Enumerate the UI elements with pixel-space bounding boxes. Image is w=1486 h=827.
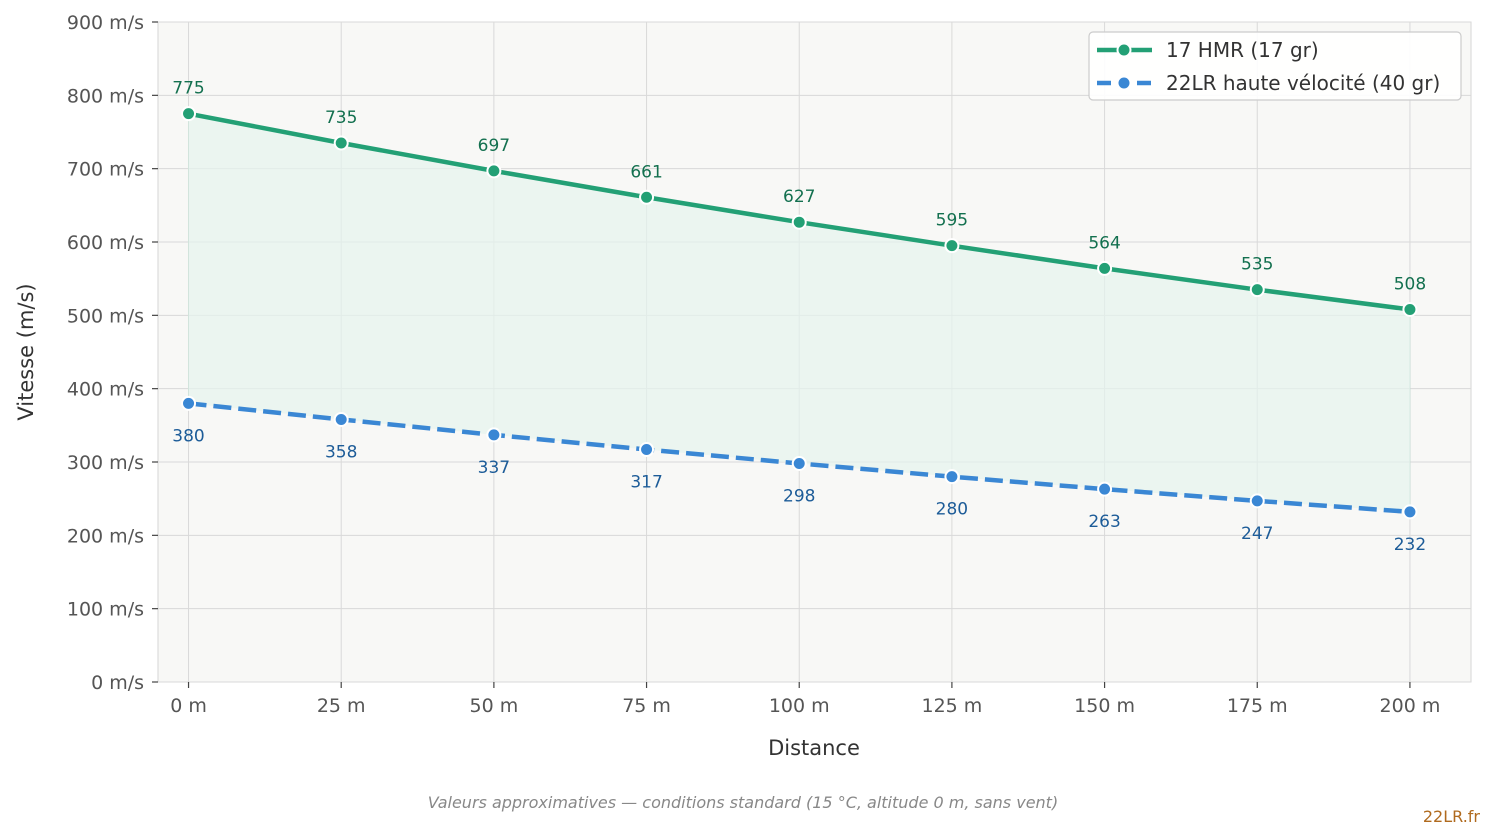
y-tick-label: 900 m/s bbox=[67, 12, 144, 34]
data-point bbox=[333, 135, 349, 151]
data-point bbox=[944, 469, 960, 485]
y-tick-label: 100 m/s bbox=[67, 599, 144, 621]
axes: 0 m/s 100 m/s 200 m/s 300 m/s 400 m/s 500 m/s… bbox=[67, 12, 1440, 717]
data-label: 337 bbox=[478, 458, 510, 478]
y-tick-label: 600 m/s bbox=[67, 232, 144, 254]
data-point bbox=[486, 427, 502, 443]
x-tick-label: 175 m bbox=[1227, 695, 1288, 717]
legend-marker bbox=[1116, 75, 1132, 91]
y-tick-label: 500 m/s bbox=[67, 305, 144, 327]
y-tick-label: 300 m/s bbox=[67, 452, 144, 474]
data-point bbox=[1249, 282, 1265, 298]
data-label: 735 bbox=[325, 108, 357, 128]
data-label: 535 bbox=[1241, 255, 1273, 275]
data-label: 358 bbox=[325, 442, 357, 462]
x-tick-label: 75 m bbox=[622, 695, 671, 717]
x-tick-label: 100 m bbox=[769, 695, 830, 717]
y-tick-label: 800 m/s bbox=[67, 85, 144, 107]
x-tick-label: 125 m bbox=[921, 695, 982, 717]
y-tick-label: 700 m/s bbox=[67, 159, 144, 181]
x-axis-title: Distance bbox=[768, 736, 860, 760]
data-label: 317 bbox=[630, 473, 662, 493]
y-axis-title: Vitesse (m/s) bbox=[14, 283, 38, 420]
data-point bbox=[1249, 493, 1265, 509]
data-label: 247 bbox=[1241, 524, 1273, 544]
data-label: 298 bbox=[783, 486, 815, 506]
data-point bbox=[639, 189, 655, 205]
y-tick-label: 200 m/s bbox=[67, 525, 144, 547]
data-label: 661 bbox=[630, 162, 662, 182]
legend-box bbox=[1088, 31, 1462, 101]
data-label: 775 bbox=[172, 79, 204, 99]
data-point bbox=[1402, 301, 1418, 317]
legend-label: 22LR haute vélocité (40 gr) bbox=[1166, 71, 1440, 95]
brand-watermark: 22LR.fr bbox=[1423, 807, 1481, 826]
footnote: Valeurs approximatives — conditions stan… bbox=[428, 793, 1058, 812]
data-point bbox=[333, 411, 349, 427]
legend-label: 17 HMR (17 gr) bbox=[1166, 38, 1319, 62]
data-point bbox=[1402, 504, 1418, 520]
data-label: 380 bbox=[172, 426, 204, 446]
data-label: 263 bbox=[1088, 512, 1120, 532]
data-point bbox=[944, 238, 960, 254]
data-point bbox=[181, 395, 197, 411]
x-tick-label: 0 m bbox=[170, 695, 207, 717]
x-tick-label: 50 m bbox=[470, 695, 519, 717]
data-point bbox=[181, 106, 197, 122]
legend-marker bbox=[1116, 42, 1132, 58]
data-labels: 775 735 697 661 627 595 564 535 508 380 358 337 317 2… bbox=[172, 79, 1426, 555]
data-label: 508 bbox=[1394, 274, 1426, 294]
x-tick-label: 200 m bbox=[1380, 695, 1441, 717]
legend: 17 HMR (17 gr) 22LR haute vélocité (40 gr… bbox=[1088, 31, 1462, 101]
data-point bbox=[791, 455, 807, 471]
data-label: 280 bbox=[936, 500, 968, 520]
data-label: 232 bbox=[1394, 535, 1426, 555]
data-label: 595 bbox=[936, 211, 968, 231]
data-point bbox=[639, 442, 655, 458]
data-label: 564 bbox=[1088, 233, 1120, 253]
series-layer bbox=[181, 106, 1418, 520]
data-label: 627 bbox=[783, 187, 815, 207]
x-tick-label: 150 m bbox=[1074, 695, 1135, 717]
data-point bbox=[1097, 481, 1113, 497]
data-point bbox=[486, 163, 502, 179]
data-point bbox=[791, 214, 807, 230]
fill-between-series bbox=[188, 113, 1410, 512]
y-tick-label: 400 m/s bbox=[67, 379, 144, 401]
data-label: 697 bbox=[478, 136, 510, 156]
y-tick-label: 0 m/s bbox=[91, 672, 144, 694]
x-tick-label: 25 m bbox=[317, 695, 366, 717]
data-point bbox=[1097, 260, 1113, 276]
